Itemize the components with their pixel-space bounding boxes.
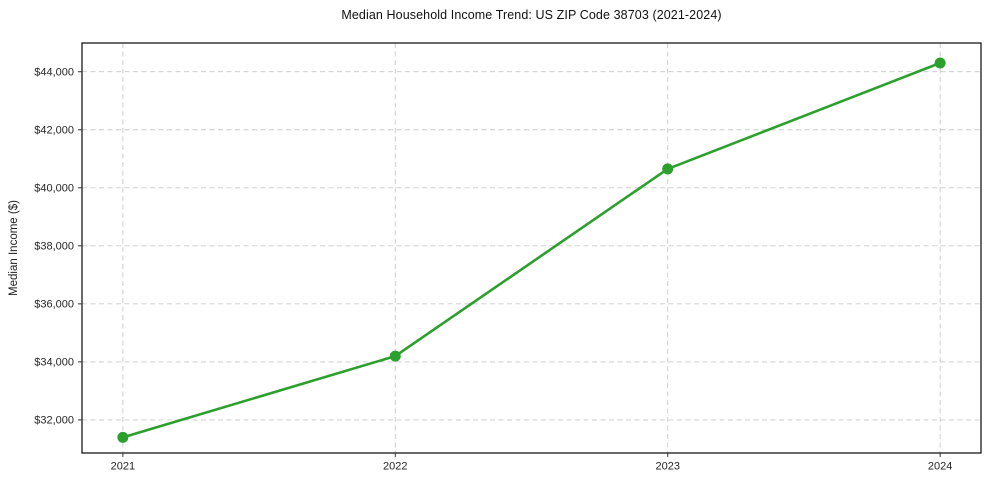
y-tick-label: $32,000 — [34, 415, 74, 427]
trend-line — [121, 61, 942, 439]
data-point — [389, 350, 401, 362]
plot-border — [81, 42, 982, 454]
chart-title: Median Household Income Trend: US ZIP Co… — [341, 8, 722, 22]
y-tick-label: $44,000 — [34, 67, 74, 79]
y-tick-label: $34,000 — [34, 357, 74, 369]
data-point — [934, 57, 946, 69]
x-tick-label: 2021 — [111, 461, 135, 473]
y-tick-label: $36,000 — [34, 299, 74, 311]
y-tick-label: $40,000 — [34, 183, 74, 195]
x-tick-label: 2023 — [655, 461, 679, 473]
y-tick-label: $42,000 — [34, 125, 74, 137]
y-tick-label: $38,000 — [34, 241, 74, 253]
data-point — [117, 431, 129, 443]
data-point — [662, 163, 674, 175]
x-tick-label: 2024 — [928, 461, 952, 473]
x-tick-label: 2022 — [383, 461, 407, 473]
